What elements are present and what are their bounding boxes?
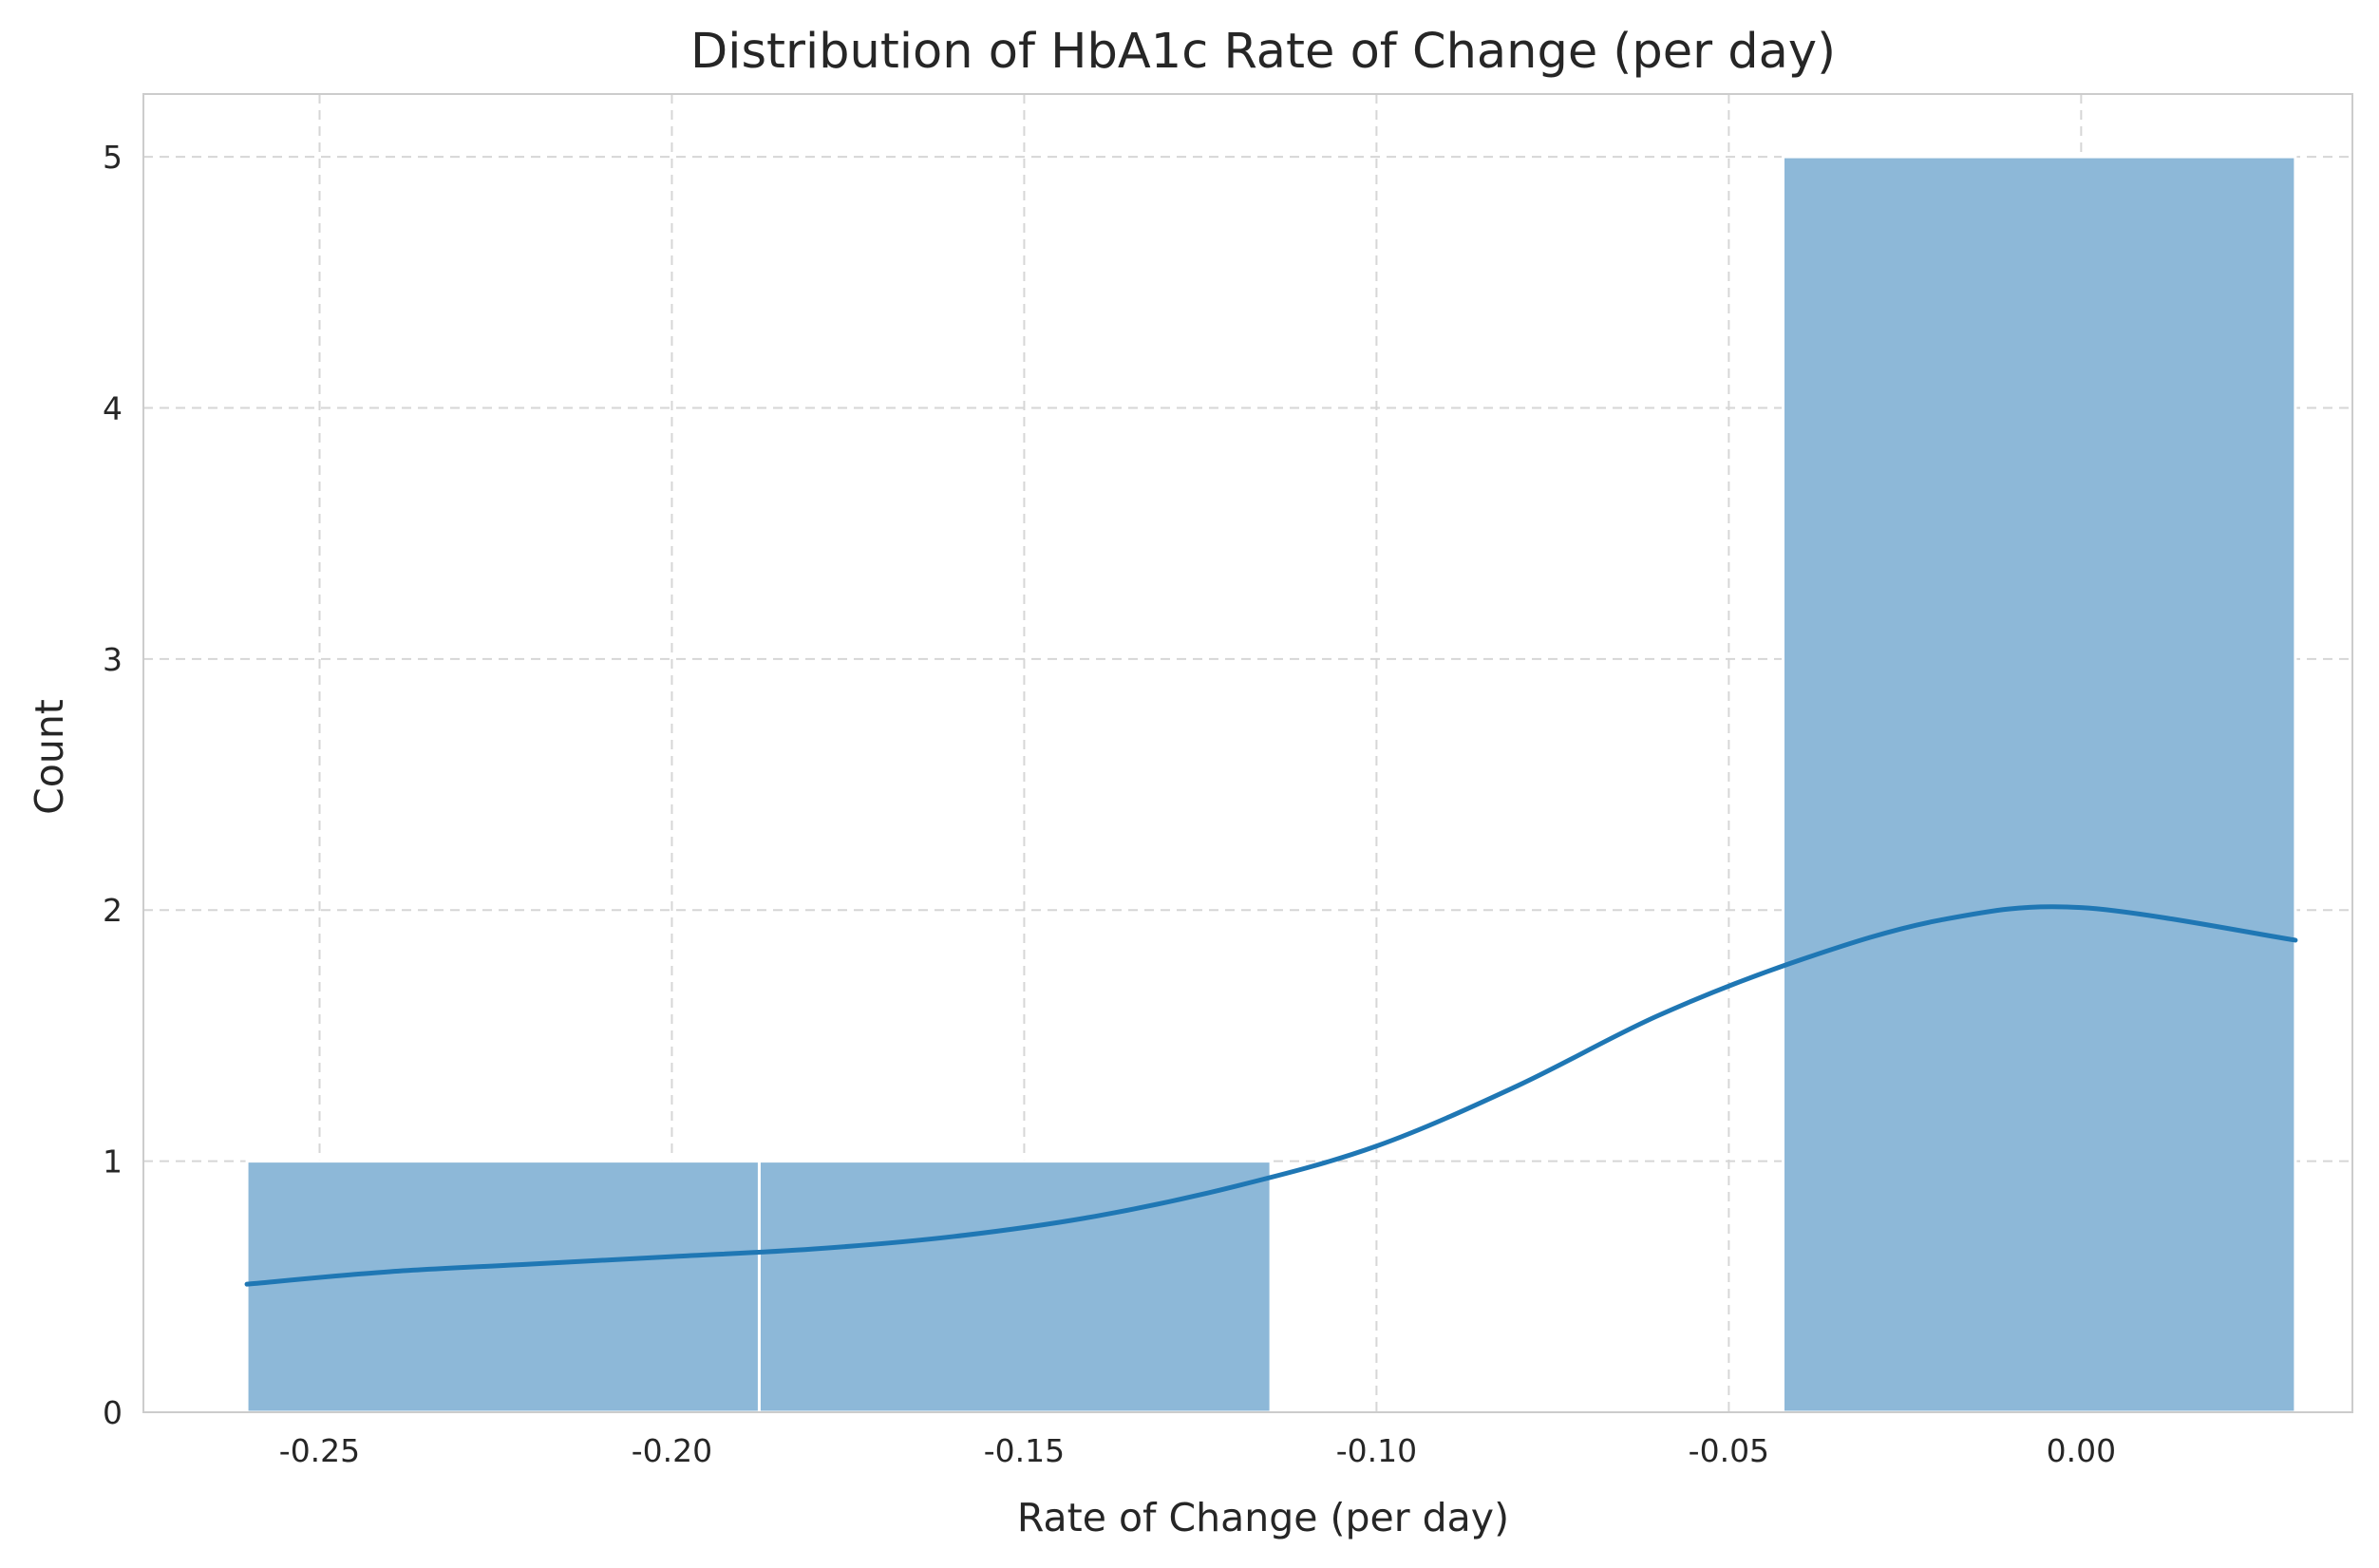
x-tick-label: -0.25 — [279, 1432, 360, 1469]
y-tick-label: 0 — [103, 1394, 123, 1431]
histogram-bar-0 — [245, 1160, 761, 1414]
y-tick-label: 1 — [103, 1143, 123, 1181]
y-tick-label: 2 — [103, 892, 123, 929]
x-axis-ticks: -0.25 -0.20 -0.15 -0.10 -0.05 0.00 — [279, 1432, 2116, 1469]
histogram-bars — [245, 155, 2297, 1414]
y-tick-label: 4 — [103, 389, 123, 426]
x-axis-label: Rate of Change (per day) — [1017, 1495, 1509, 1540]
chart-title: Distribution of HbA1c Rate of Change (pe… — [690, 24, 1836, 80]
x-tick-label: -0.20 — [632, 1432, 712, 1469]
y-tick-label: 5 — [103, 139, 123, 176]
kde-curve — [244, 904, 2298, 1287]
y-axis-ticks: 0 1 2 3 4 5 — [103, 139, 123, 1431]
plot-frame — [142, 93, 2353, 1413]
histogram-bar-3 — [1782, 155, 2297, 1414]
histogram-bar-1 — [757, 1160, 1273, 1414]
x-tick-label: -0.05 — [1689, 1432, 1769, 1469]
x-tick-label: -0.10 — [1336, 1432, 1417, 1469]
x-tick-label: 0.00 — [2047, 1432, 2116, 1469]
y-tick-label: 3 — [103, 641, 123, 678]
y-axis-label: Count — [27, 699, 72, 815]
kde-curve-group — [244, 904, 2298, 1287]
x-tick-label: -0.15 — [984, 1432, 1065, 1469]
